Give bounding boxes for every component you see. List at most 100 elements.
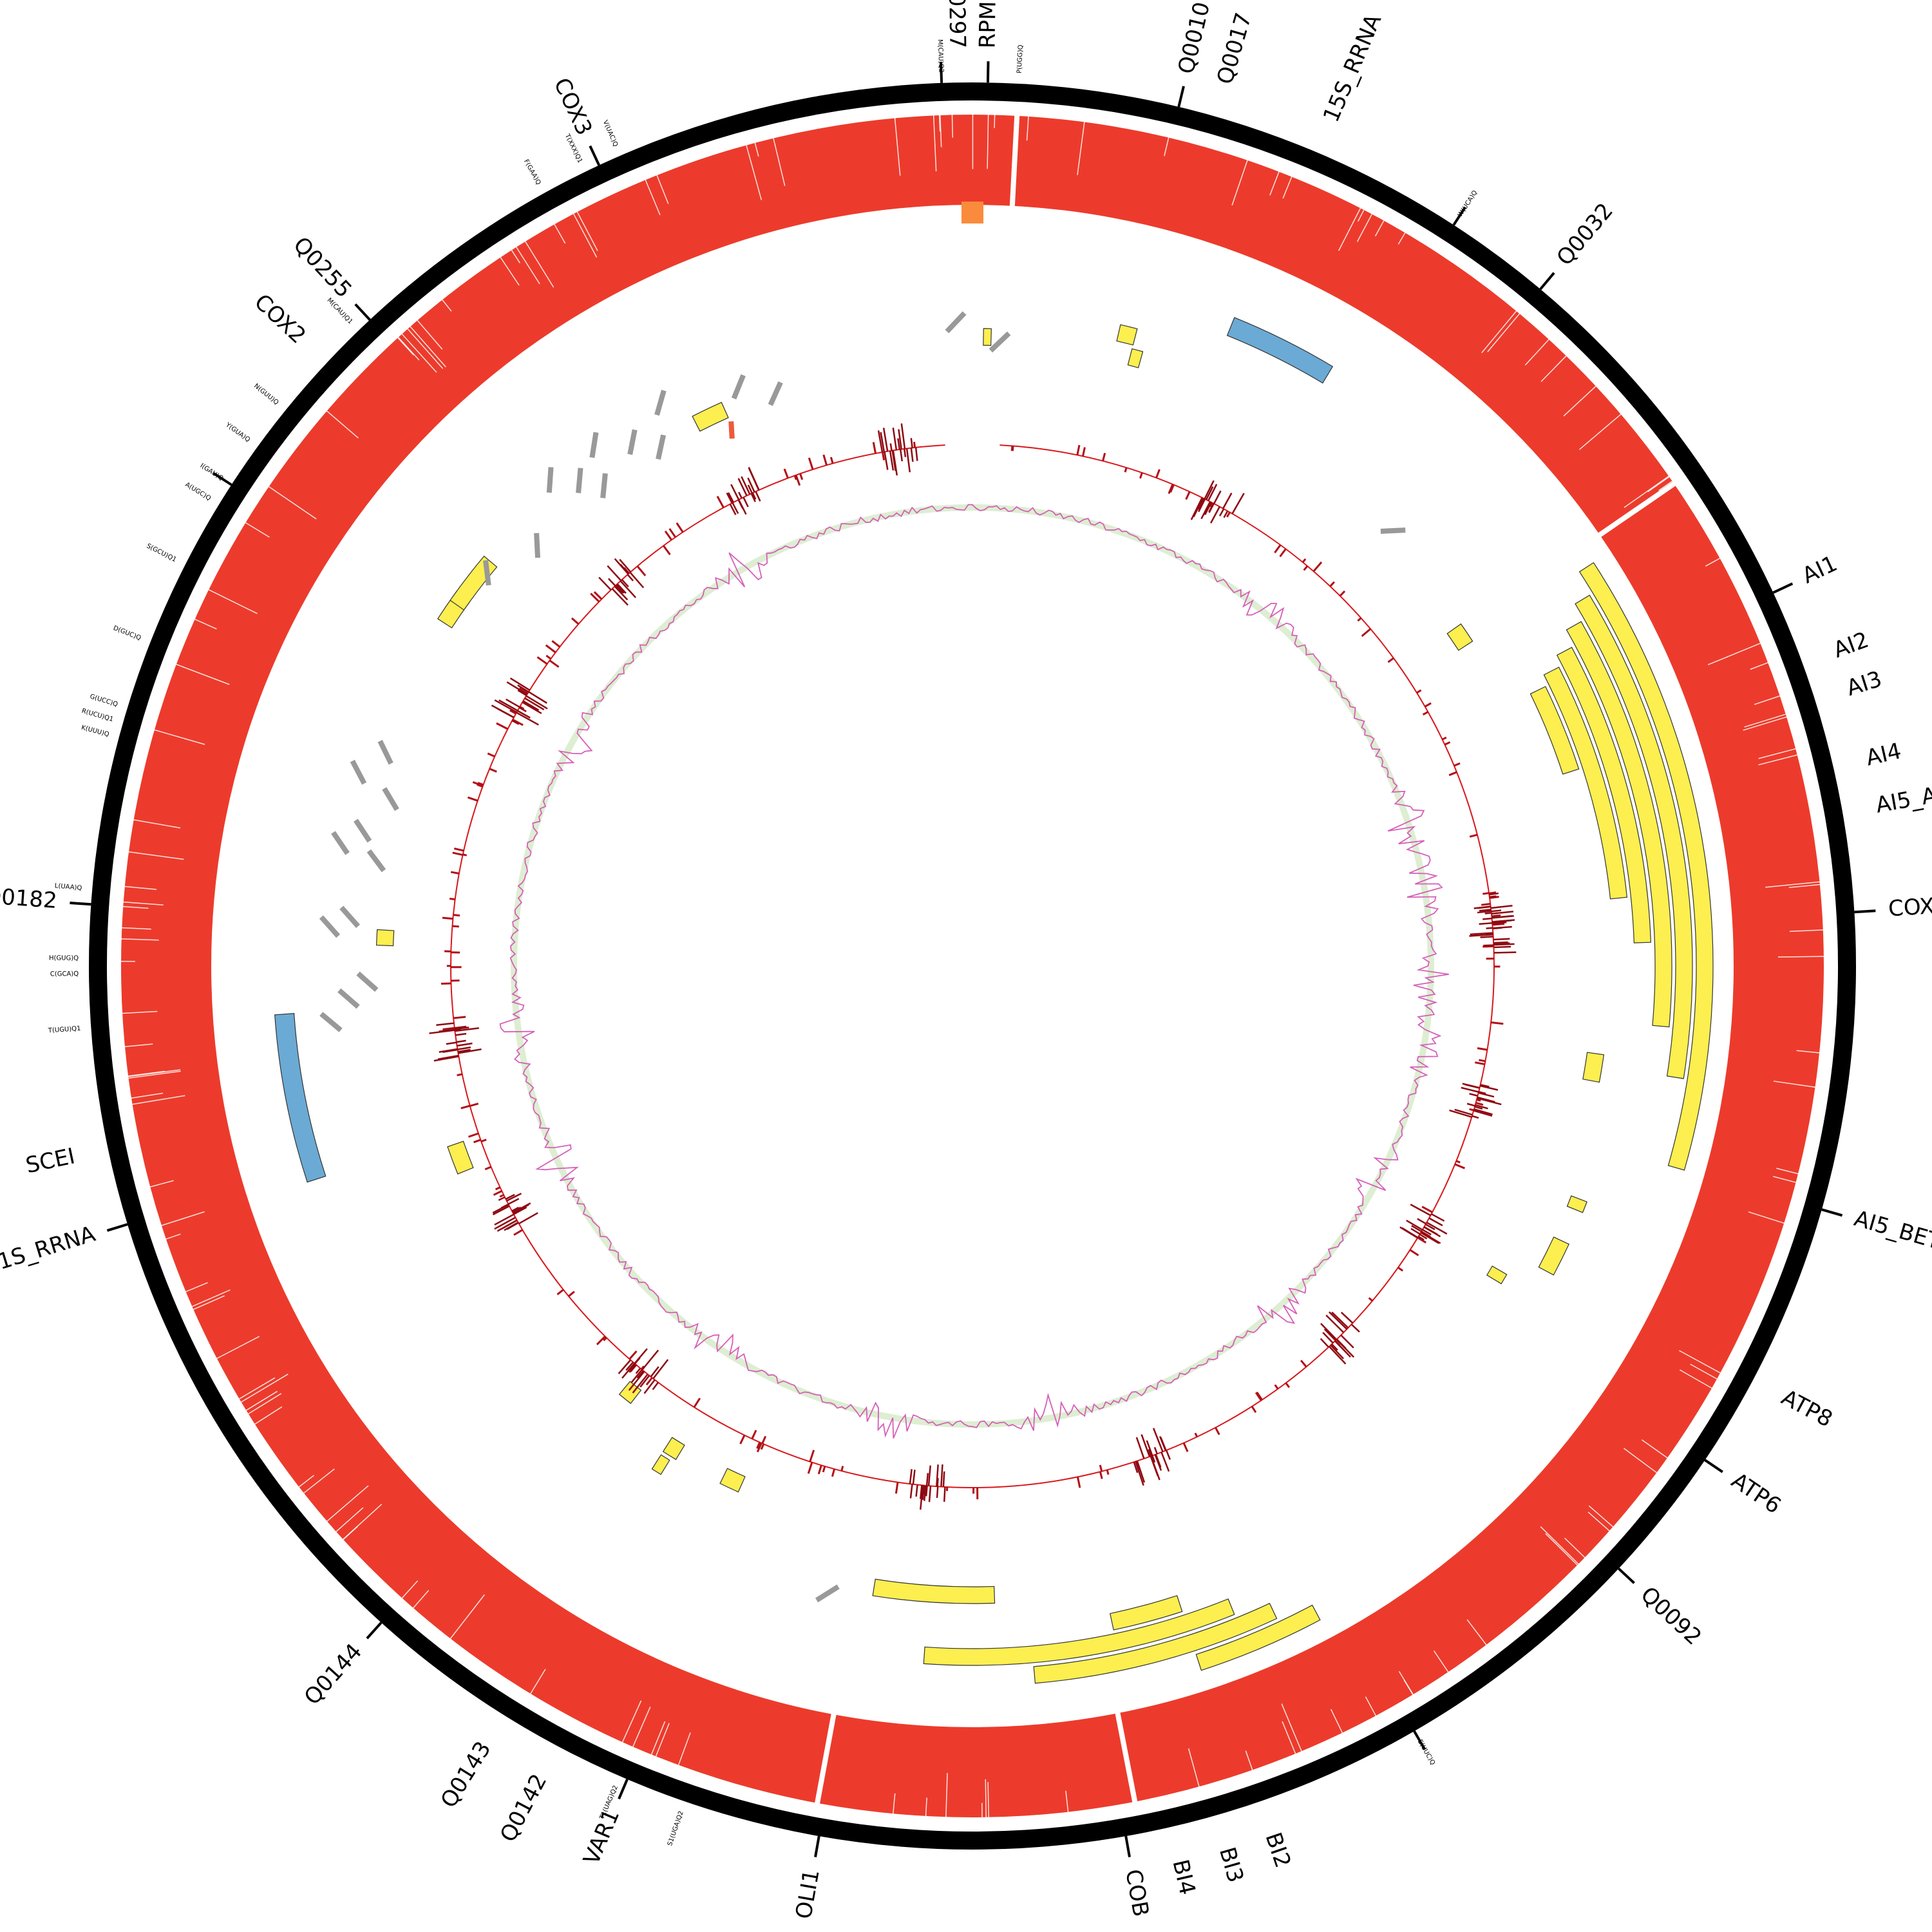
snp-cluster-0 [1204,480,1215,500]
snp-cluster-3 [1461,1086,1479,1093]
coverage-dip [124,886,157,890]
snp-cluster-8 [632,1374,649,1394]
snp-cluster-3 [1472,1115,1479,1119]
snp-cluster-9 [506,1193,522,1202]
snp-bar [1139,472,1143,479]
snp-bar [872,442,877,454]
snp-cluster-2 [1493,951,1517,954]
snp-bar [831,1468,836,1477]
snp-bar [1424,702,1432,708]
orf-box-3 [1446,623,1473,651]
coverage-dip [1773,1176,1796,1183]
coverage-dip [1540,1526,1579,1565]
snp-bar [799,473,804,480]
gene-label-27: Q0182 [0,883,58,914]
coverage-dip [327,1485,369,1522]
snp-bar [1194,1432,1198,1437]
snp-cluster-13 [727,492,734,503]
coverage-dip [1754,695,1780,705]
snp-cluster-0 [1213,490,1222,504]
snp-cluster-12 [619,558,632,573]
snp-cluster-0 [1223,510,1229,518]
trna-label-17: Y(GUA)Q [223,421,251,444]
snp-cluster-10 [439,1048,458,1053]
snp-bar [1274,544,1282,554]
snp-bar [1469,833,1478,838]
coverage-dip [1481,310,1517,354]
snp-cluster-12 [616,583,627,594]
snp-bar [829,457,834,464]
snp-bar [1215,1426,1220,1435]
snp-cluster-2 [1470,932,1493,936]
snp-cluster-0 [1222,493,1233,509]
snp-cluster-12 [620,580,637,598]
snp-cluster-7 [920,1485,924,1510]
snp-cluster-1 [1492,925,1512,929]
coverage-dip [530,1669,546,1694]
coverage-dip [987,1782,989,1817]
coverage-dip [1540,355,1567,383]
trna-label-2: W(UCA)Q [1457,189,1479,218]
snp-bar [487,752,495,758]
snp-bar [453,914,460,917]
coverage-dip [554,223,566,244]
gene-tick-7 [1821,1208,1843,1217]
coverage-dip [656,175,669,204]
snp-bar [509,709,516,715]
coverage-dip [1065,1790,1069,1812]
coverage-dip [1545,1533,1578,1566]
snp-bar [1300,1359,1307,1368]
orf-box-2 [1127,348,1144,368]
snp-bar [817,1464,822,1475]
snp-bar [822,454,828,466]
snp-cluster-3 [1480,1084,1490,1088]
snp-cluster-9 [505,1193,515,1200]
snp-cluster-14 [889,443,893,451]
snp-cluster-9 [506,1222,519,1230]
snp-cluster-0 [1190,497,1203,520]
coverage-dip [161,1211,205,1226]
coverage-dip [1269,171,1280,196]
coverage-dip [248,1393,282,1415]
snp-cluster-4 [1425,1223,1435,1231]
snp-cluster-14 [877,430,884,453]
snp-cluster-5 [1331,1343,1338,1351]
coverage-dip [621,1700,642,1743]
snp-bar [1475,1061,1485,1066]
trna-label-8: H(GUG)Q [49,954,79,961]
coverage-dip [417,320,443,350]
snp-cluster-4 [1411,1225,1422,1233]
snp-bar [568,1291,575,1297]
snp-cluster-6 [1160,1437,1167,1451]
snp-cluster-11 [517,684,529,693]
snp-cluster-7 [915,1484,918,1497]
snp-cluster-11 [517,689,527,696]
snp-cluster-12 [627,574,634,582]
snp-cluster-3 [1473,1108,1493,1115]
coverage-dip [511,250,520,263]
snp-cluster-10 [458,1048,482,1054]
snp-bar [1124,467,1128,473]
snp-cluster-5 [1331,1311,1349,1329]
snp-cluster-1 [1482,917,1492,920]
snp-cluster-6 [1146,1440,1153,1456]
snp-cluster-10 [439,1028,455,1032]
snp-cluster-3 [1466,1103,1475,1107]
snp-bar [1491,1021,1504,1025]
coverage-dip [401,334,437,373]
coverage-dip [573,213,598,258]
snp-bar [489,768,497,773]
coverage-dip [401,1580,419,1598]
snp-bar [1469,1108,1474,1112]
gene-label-28: COX2 [249,289,310,349]
snp-bar [468,1132,479,1138]
trna-mark-23 [382,787,399,811]
coverage-dip [269,486,317,520]
trna-mark-10 [627,429,638,455]
coverage-dip [994,115,996,128]
trna-mark-8 [600,473,608,498]
trna-label-4: S1(UGA)Q2 [667,1810,685,1847]
snp-bar [1387,657,1394,663]
